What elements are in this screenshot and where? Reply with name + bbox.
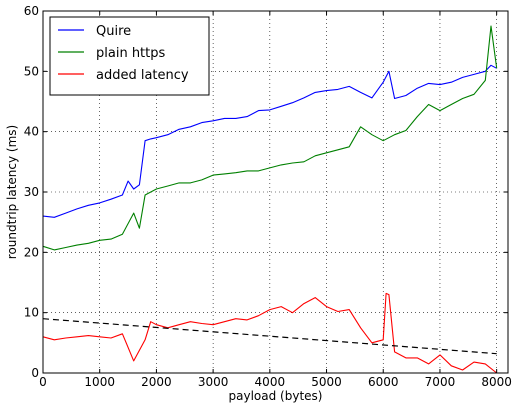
legend: Quire plain https added latency xyxy=(49,16,210,96)
y-tick-label: 0 xyxy=(31,366,39,380)
trend-line xyxy=(42,318,497,355)
tick-layer: 0 1000 2000 3000 4000 5000 6000 7000 8000 0 10 20 30… xyxy=(24,4,512,389)
x-axis-label: payload (bytes) xyxy=(229,389,323,403)
series-layer xyxy=(42,25,498,374)
x-tick-label: 8000 xyxy=(481,375,512,389)
y-tick-label: 10 xyxy=(24,306,39,320)
x-tick-label: 2000 xyxy=(141,375,172,389)
x-tick-label: 4000 xyxy=(255,375,286,389)
legend-entry: plain https xyxy=(96,46,165,61)
x-tick-label: 7000 xyxy=(425,375,456,389)
legend-entry: added latency xyxy=(96,68,189,83)
x-tick-label: 0 xyxy=(39,375,47,389)
series-line xyxy=(42,64,497,218)
x-tick-label: 3000 xyxy=(198,375,229,389)
x-tick-label: 1000 xyxy=(84,375,115,389)
x-tick-label: 5000 xyxy=(311,375,342,389)
series-line xyxy=(42,25,498,251)
y-tick-label: 20 xyxy=(24,245,39,259)
x-tick-label: 6000 xyxy=(368,375,399,389)
y-tick-label: 40 xyxy=(24,125,39,139)
legend-entry: Quire xyxy=(96,24,131,39)
y-tick-label: 60 xyxy=(24,4,39,18)
y-tick-label: 30 xyxy=(24,185,39,199)
y-tick-label: 50 xyxy=(24,64,39,78)
y-axis-label: roundtrip latency (ms) xyxy=(5,125,19,259)
series-line xyxy=(42,292,498,374)
